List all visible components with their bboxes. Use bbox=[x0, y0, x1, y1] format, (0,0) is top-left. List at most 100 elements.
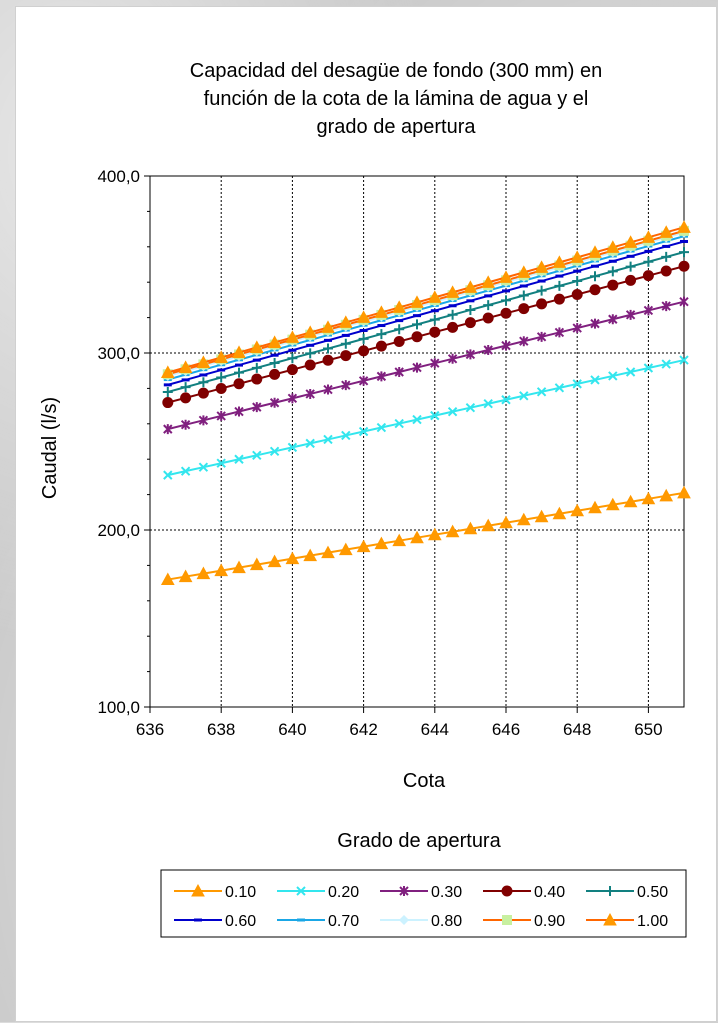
data-point bbox=[288, 348, 297, 352]
data-point bbox=[251, 362, 262, 373]
data-point bbox=[180, 419, 191, 430]
data-point bbox=[412, 319, 422, 330]
data-point bbox=[356, 310, 371, 323]
data-point bbox=[217, 368, 226, 372]
legend-entry-0.80: 0.80 bbox=[380, 913, 462, 930]
y-tick-label: 100,0 bbox=[97, 698, 140, 717]
data-point bbox=[536, 387, 547, 397]
legend-marker bbox=[502, 915, 512, 925]
data-point bbox=[287, 393, 298, 404]
data-point bbox=[623, 494, 638, 508]
legend-label: 0.20 bbox=[328, 884, 359, 901]
y-axis-ticks: 100,0 200,0 300,0 400,0 bbox=[97, 167, 150, 717]
data-point bbox=[341, 430, 351, 441]
data-point bbox=[502, 289, 510, 293]
data-point bbox=[376, 329, 387, 340]
data-point bbox=[643, 305, 654, 316]
data-point bbox=[340, 350, 352, 362]
data-point bbox=[588, 245, 602, 258]
data-point bbox=[270, 353, 279, 357]
data-point bbox=[376, 371, 387, 382]
legend-entry-1.00: 1.00 bbox=[586, 912, 668, 930]
data-point bbox=[413, 314, 421, 318]
data-point bbox=[178, 569, 193, 583]
data-point bbox=[196, 566, 211, 580]
data-point bbox=[427, 527, 442, 541]
series-0.10 bbox=[160, 485, 691, 586]
data-point bbox=[285, 330, 300, 343]
data-point bbox=[554, 383, 565, 393]
data-point bbox=[679, 355, 689, 365]
legend-marker bbox=[296, 886, 306, 896]
series-0.40 bbox=[162, 260, 690, 409]
data-point bbox=[163, 424, 173, 435]
data-point bbox=[249, 340, 264, 353]
data-point bbox=[251, 373, 263, 385]
chart-title-line-1: Capacidad del desagüe de fondo (300 mm) … bbox=[190, 60, 603, 82]
series-0.20 bbox=[163, 355, 689, 480]
data-point bbox=[516, 265, 531, 278]
legend-entry-0.60: 0.60 bbox=[174, 913, 256, 930]
data-point bbox=[269, 397, 280, 408]
legend-entry-0.40: 0.40 bbox=[483, 884, 565, 901]
data-point bbox=[447, 321, 459, 333]
data-point bbox=[463, 521, 478, 535]
x-tick-label: 638 bbox=[207, 720, 235, 739]
data-point bbox=[410, 295, 424, 308]
data-point bbox=[358, 375, 369, 386]
data-point bbox=[605, 240, 620, 253]
data-point bbox=[322, 354, 334, 366]
data-point bbox=[447, 309, 458, 320]
series-line bbox=[167, 265, 685, 404]
data-point bbox=[463, 280, 478, 293]
legend-label: 0.60 bbox=[225, 913, 256, 930]
data-point bbox=[430, 309, 439, 313]
data-point bbox=[626, 254, 635, 258]
legend-entry-0.70: 0.70 bbox=[277, 913, 359, 930]
data-point bbox=[643, 363, 654, 373]
data-point bbox=[536, 298, 548, 310]
data-point bbox=[358, 333, 369, 344]
series-line bbox=[167, 491, 685, 581]
legend-label: 0.70 bbox=[328, 913, 359, 930]
legend-marker bbox=[194, 918, 202, 922]
data-point bbox=[590, 375, 600, 385]
data-point bbox=[572, 323, 582, 334]
y-tick-label: 400,0 bbox=[97, 167, 140, 186]
data-point bbox=[269, 368, 281, 380]
data-point bbox=[483, 345, 493, 356]
data-point bbox=[376, 422, 387, 433]
data-point bbox=[519, 284, 528, 288]
data-point bbox=[234, 454, 244, 464]
data-point bbox=[160, 365, 175, 378]
data-point bbox=[571, 288, 583, 300]
data-point bbox=[411, 331, 423, 343]
data-point bbox=[181, 378, 190, 382]
legend-label: 0.40 bbox=[534, 884, 565, 901]
legend-label: 1.00 bbox=[637, 913, 668, 930]
data-point bbox=[180, 382, 191, 393]
legend-marker bbox=[501, 885, 513, 897]
data-point bbox=[324, 338, 332, 342]
data-point bbox=[662, 244, 671, 248]
data-point bbox=[554, 327, 565, 338]
series-line bbox=[167, 226, 685, 374]
series-0.60 bbox=[163, 239, 688, 387]
chart-title-line-2: función de la cota de la lámina de agua … bbox=[204, 88, 589, 110]
x-tick-label: 650 bbox=[634, 720, 662, 739]
data-point bbox=[589, 284, 601, 296]
data-point bbox=[395, 319, 404, 323]
legend-entry-0.50: 0.50 bbox=[586, 884, 668, 901]
data-point bbox=[570, 250, 585, 263]
series-1.00 bbox=[160, 220, 691, 378]
data-point bbox=[321, 320, 335, 333]
data-point bbox=[215, 382, 227, 394]
data-point bbox=[501, 295, 511, 306]
data-point bbox=[483, 399, 493, 409]
data-point bbox=[178, 360, 193, 373]
series-line bbox=[167, 240, 685, 386]
data-point bbox=[464, 317, 476, 329]
data-point bbox=[516, 512, 531, 526]
legend-label: 0.90 bbox=[534, 913, 565, 930]
data-point bbox=[447, 406, 458, 417]
